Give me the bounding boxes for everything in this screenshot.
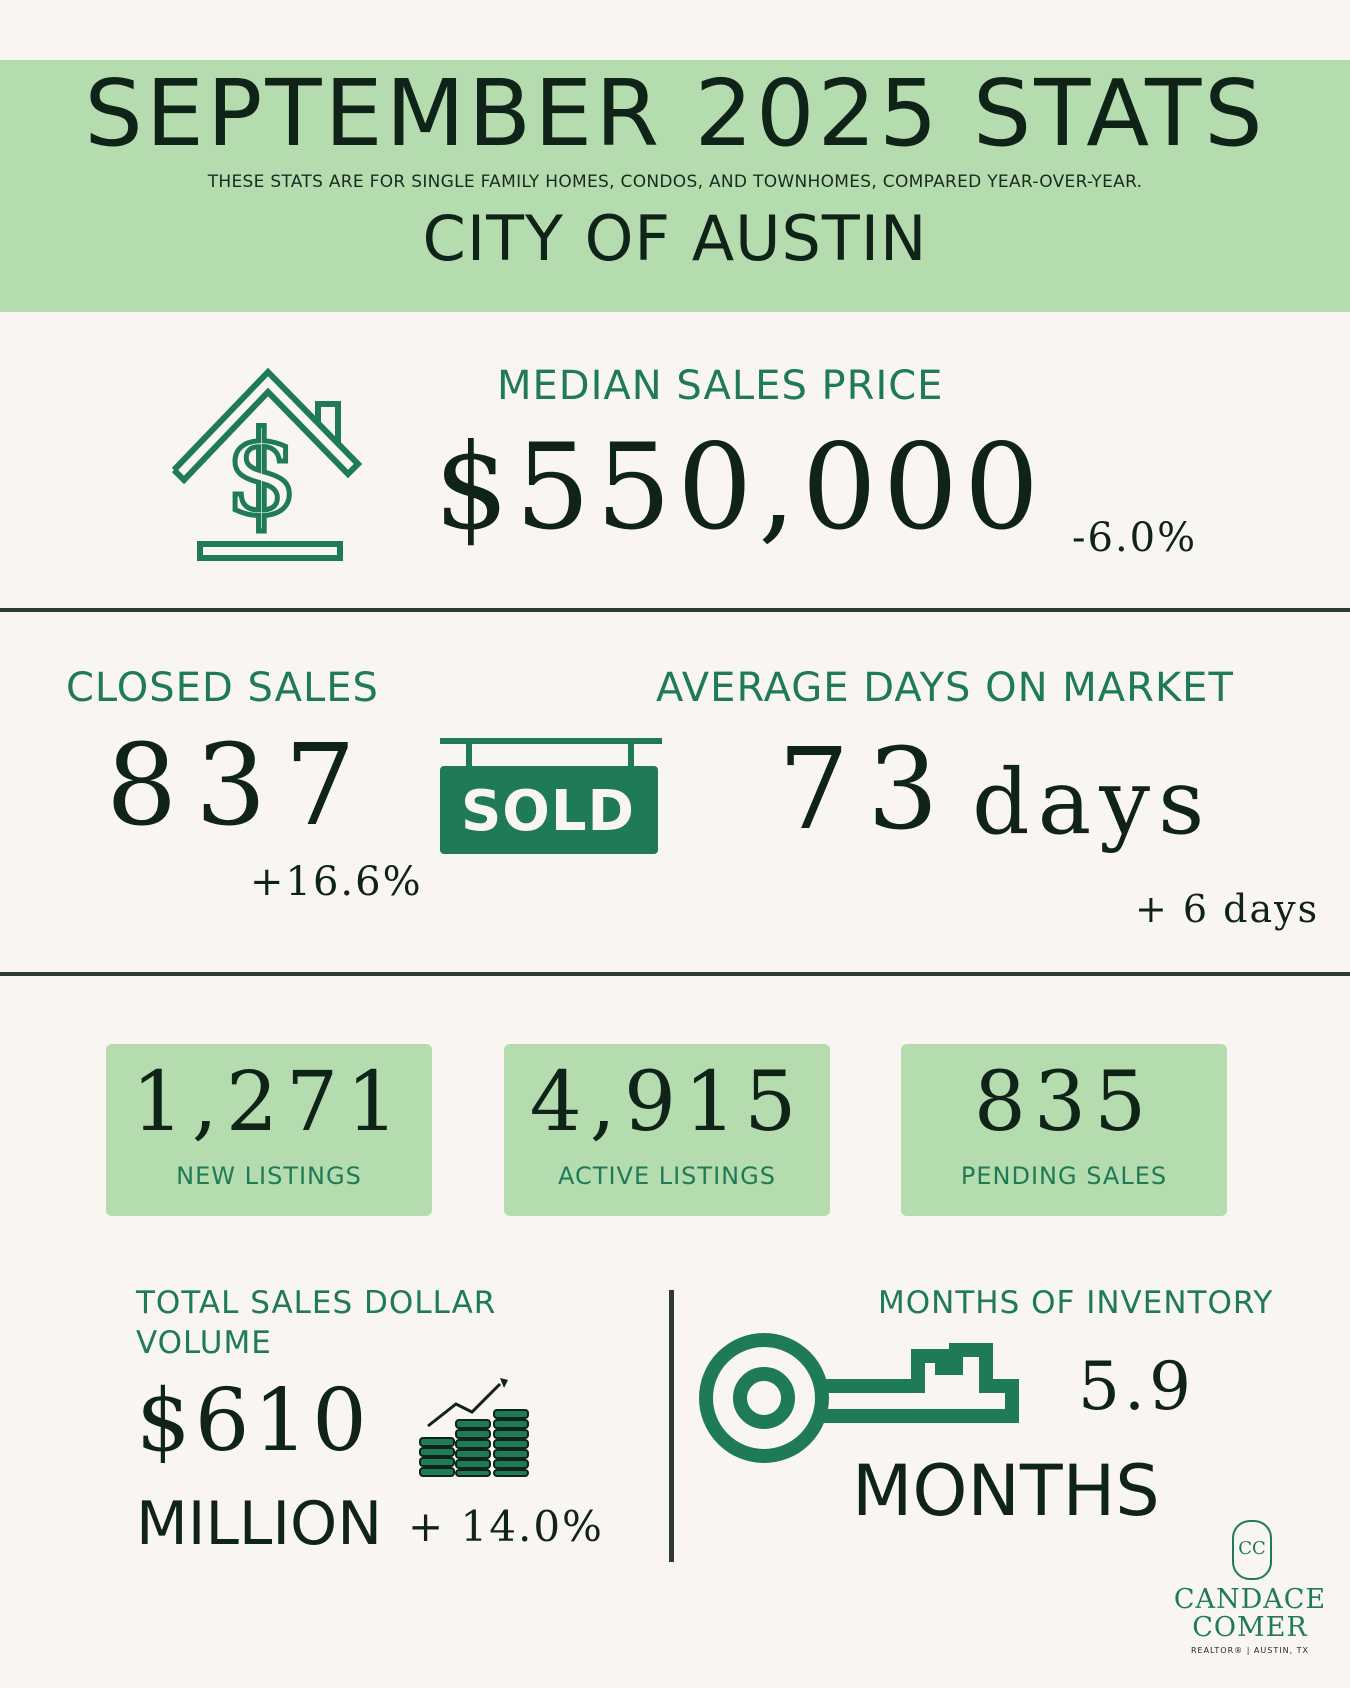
vertical-divider — [669, 1290, 674, 1562]
volume-value: $610 — [136, 1371, 371, 1471]
active-listings-label: ACTIVE LISTINGS — [558, 1162, 776, 1190]
days-on-market-change: + 6 days — [1135, 887, 1320, 931]
brand-tagline: REALTOR® | AUSTIN, TX — [1190, 1646, 1310, 1655]
pending-sales-value: 835 — [973, 1055, 1155, 1150]
brand-name-line1: CANDACE — [1173, 1584, 1327, 1615]
active-listings-card: 4,915 ACTIVE LISTINGS — [504, 1044, 830, 1216]
days-on-market-unit: days — [972, 750, 1213, 855]
section-divider — [0, 608, 1350, 612]
inventory-label: MONTHS OF INVENTORY — [878, 1285, 1274, 1321]
coin-stacks-growth-icon — [419, 1378, 529, 1477]
section-divider — [0, 972, 1350, 976]
page-title: SEPTEMBER 2025 STATS — [84, 60, 1266, 167]
volume-label-line2: VOLUME — [136, 1325, 272, 1361]
page-subtitle: THESE STATS ARE FOR SINGLE FAMILY HOMES,… — [207, 172, 1143, 192]
house-dollar-icon: $ — [171, 367, 363, 561]
sold-sign-text: SOLD — [460, 779, 636, 844]
new-listings-label: NEW LISTINGS — [176, 1162, 362, 1190]
closed-sales-label: CLOSED SALES — [66, 665, 379, 711]
header-banner — [0, 60, 1350, 312]
city-name: CITY OF AUSTIN — [422, 202, 928, 275]
volume-label-line1: TOTAL SALES DOLLAR — [136, 1285, 497, 1321]
brand-name-line2: COMER — [1192, 1612, 1308, 1643]
brand-monogram-badge: CC — [1232, 1520, 1272, 1580]
brand-monogram: CC — [1238, 1538, 1266, 1559]
median-price-value: $550,000 — [434, 418, 1046, 556]
days-on-market-value: 73 — [778, 725, 957, 855]
sold-sign-icon: SOLD — [438, 734, 664, 863]
key-icon — [699, 1333, 1019, 1463]
days-on-market-label: AVERAGE DAYS ON MARKET — [656, 665, 1234, 711]
volume-unit: MILLION — [136, 1489, 383, 1559]
volume-change: + 14.0% — [408, 1502, 604, 1551]
new-listings-card: 1,271 NEW LISTINGS — [106, 1044, 432, 1216]
pending-sales-label: PENDING SALES — [960, 1162, 1168, 1190]
new-listings-value: 1,271 — [131, 1055, 407, 1150]
closed-sales-change: +16.6% — [250, 859, 423, 905]
median-price-label: MEDIAN SALES PRICE — [497, 363, 944, 409]
pending-sales-card: 835 PENDING SALES — [901, 1044, 1227, 1216]
closed-sales-value: 837 — [106, 721, 374, 851]
median-price-change: -6.0% — [1072, 515, 1198, 561]
inventory-unit: MONTHS — [852, 1450, 1160, 1532]
inventory-value: 5.9 — [1078, 1348, 1195, 1425]
svg-text:$: $ — [225, 407, 299, 542]
active-listings-value: 4,915 — [529, 1055, 805, 1150]
